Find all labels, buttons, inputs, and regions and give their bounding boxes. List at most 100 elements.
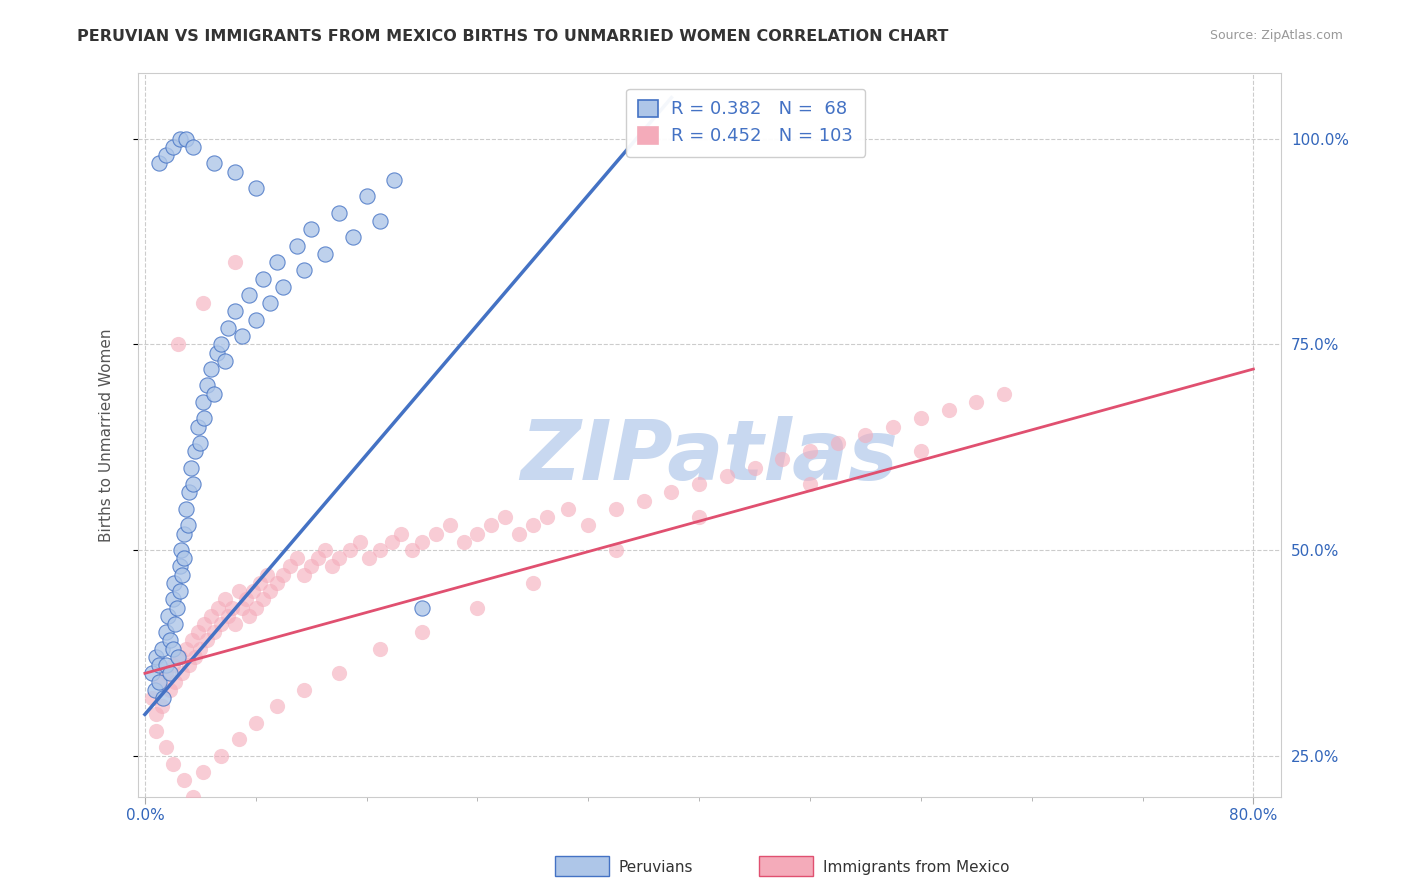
Point: [576, 518, 599, 533]
Point: [177, 518, 200, 533]
Point: [382, 173, 405, 187]
Point: [356, 189, 378, 203]
Text: PERUVIAN VS IMMIGRANTS FROM MEXICO BIRTHS TO UNMARRIED WOMEN CORRELATION CHART: PERUVIAN VS IMMIGRANTS FROM MEXICO BIRTH…: [77, 29, 949, 45]
Point: [285, 551, 308, 566]
Point: [273, 280, 295, 294]
Point: [209, 617, 232, 632]
Point: [245, 600, 267, 615]
Point: [411, 600, 433, 615]
Point: [259, 584, 281, 599]
Point: [172, 567, 194, 582]
Point: [522, 518, 544, 533]
Point: [200, 608, 222, 623]
Point: [605, 501, 627, 516]
Point: [273, 567, 295, 582]
Point: [266, 255, 288, 269]
Point: [162, 592, 184, 607]
Point: [328, 206, 350, 220]
Point: [141, 690, 163, 705]
Point: [370, 641, 392, 656]
Point: [259, 296, 281, 310]
Point: [633, 493, 655, 508]
Point: [380, 534, 402, 549]
Point: [307, 551, 329, 566]
Point: [370, 543, 392, 558]
Point: [411, 534, 433, 549]
Point: [252, 271, 274, 285]
Point: [938, 403, 960, 417]
Point: [148, 156, 170, 170]
Point: [266, 575, 288, 590]
Point: [170, 543, 193, 558]
Point: [191, 764, 214, 779]
Point: [280, 559, 302, 574]
Point: [173, 526, 195, 541]
Point: [173, 551, 195, 566]
Point: [183, 140, 205, 154]
Point: [245, 715, 267, 730]
Point: [187, 625, 209, 640]
Text: Immigrants from Mexico: Immigrants from Mexico: [823, 860, 1010, 874]
Point: [165, 674, 187, 689]
Point: [145, 649, 167, 664]
Point: [467, 526, 489, 541]
Point: [425, 526, 447, 541]
Point: [770, 452, 793, 467]
Point: [148, 658, 170, 673]
Point: [249, 575, 271, 590]
Point: [184, 649, 207, 664]
Point: [321, 559, 343, 574]
Point: [145, 723, 167, 738]
Point: [993, 386, 1015, 401]
Point: [224, 255, 246, 269]
Point: [799, 444, 821, 458]
Point: [299, 559, 322, 574]
Point: [224, 304, 246, 318]
Point: [453, 534, 475, 549]
Legend: R = 0.382   N =  68, R = 0.452   N = 103: R = 0.382 N = 68, R = 0.452 N = 103: [627, 88, 865, 157]
Point: [910, 444, 932, 458]
Point: [439, 518, 461, 533]
Point: [152, 690, 174, 705]
Point: [238, 608, 260, 623]
Point: [159, 682, 181, 697]
Point: [855, 427, 877, 442]
Point: [191, 395, 214, 409]
Point: [162, 756, 184, 771]
Point: [389, 526, 412, 541]
Point: [155, 666, 177, 681]
Point: [200, 362, 222, 376]
Point: [148, 674, 170, 689]
Point: [328, 666, 350, 681]
Point: [661, 485, 683, 500]
Point: [494, 510, 516, 524]
Point: [179, 658, 201, 673]
Point: [162, 641, 184, 656]
Point: [256, 567, 278, 582]
Point: [328, 551, 350, 566]
Point: [467, 600, 489, 615]
Point: [148, 674, 170, 689]
Point: [202, 156, 225, 170]
Point: [141, 666, 163, 681]
Point: [166, 600, 188, 615]
Point: [370, 214, 392, 228]
Point: [536, 510, 558, 524]
Point: [314, 543, 336, 558]
Point: [245, 181, 267, 195]
Point: [155, 658, 177, 673]
Text: ZIPatlas: ZIPatlas: [520, 416, 898, 497]
Point: [479, 518, 502, 533]
Point: [285, 238, 308, 252]
Point: [228, 584, 250, 599]
Point: [150, 641, 173, 656]
Point: [155, 625, 177, 640]
Point: [245, 312, 267, 326]
Point: [195, 633, 218, 648]
Point: [159, 666, 181, 681]
Point: [176, 501, 198, 516]
Point: [224, 617, 246, 632]
Point: [195, 378, 218, 392]
Point: [202, 386, 225, 401]
Point: [688, 510, 710, 524]
